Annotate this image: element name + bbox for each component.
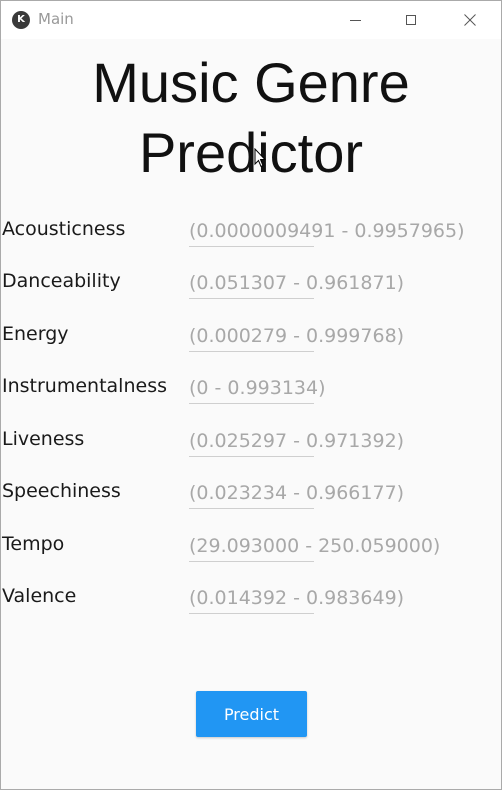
field-label-acousticness: Acousticness	[2, 218, 126, 240]
field-label-instrumentalness: Instrumentalness	[2, 375, 167, 397]
mouse-cursor-icon	[254, 148, 266, 168]
page-title-line-2: Predictor	[138, 121, 364, 184]
field-row-acousticness: Acousticness	[1, 217, 501, 251]
page-title-line-1: Music Genre	[92, 51, 410, 114]
minimize-button[interactable]	[332, 1, 378, 39]
field-label-speechiness: Speechiness	[2, 480, 121, 502]
instrumentalness-underline	[189, 403, 314, 404]
field-row-danceability: Danceability	[1, 269, 501, 303]
valence-underline	[189, 613, 314, 614]
field-label-danceability: Danceability	[2, 270, 121, 292]
close-icon	[464, 14, 476, 26]
window-title: Main	[38, 10, 74, 28]
energy-input[interactable]	[189, 323, 489, 349]
title-bar[interactable]: K Main	[1, 1, 501, 39]
field-row-speechiness: Speechiness	[1, 479, 501, 513]
field-row-liveness: Liveness	[1, 427, 501, 461]
danceability-underline	[189, 298, 314, 299]
maximize-icon	[406, 15, 416, 25]
liveness-underline	[189, 456, 314, 457]
danceability-input[interactable]	[189, 270, 489, 296]
speechiness-input[interactable]	[189, 480, 489, 506]
field-label-tempo: Tempo	[2, 533, 65, 555]
minimize-icon	[349, 19, 361, 21]
liveness-input[interactable]	[189, 428, 489, 454]
instrumentalness-input[interactable]	[189, 375, 489, 401]
field-row-instrumentalness: Instrumentalness	[1, 374, 501, 408]
field-label-energy: Energy	[2, 323, 69, 345]
field-row-valence: Valence	[1, 584, 501, 618]
acousticness-underline	[189, 246, 314, 247]
tempo-input[interactable]	[189, 533, 489, 559]
field-label-liveness: Liveness	[2, 428, 85, 450]
speechiness-underline	[189, 508, 314, 509]
valence-input[interactable]	[189, 585, 489, 611]
maximize-button[interactable]	[388, 1, 434, 39]
predict-button[interactable]: Predict	[196, 691, 307, 737]
page-title: Music Genre Predictor	[1, 48, 501, 188]
kivy-app-icon: K	[12, 11, 30, 29]
field-row-tempo: Tempo	[1, 532, 501, 566]
tempo-underline	[189, 561, 314, 562]
acousticness-input[interactable]	[189, 218, 489, 244]
field-label-valence: Valence	[2, 585, 77, 607]
field-row-energy: Energy	[1, 322, 501, 356]
energy-underline	[189, 351, 314, 352]
close-button[interactable]	[447, 1, 493, 39]
